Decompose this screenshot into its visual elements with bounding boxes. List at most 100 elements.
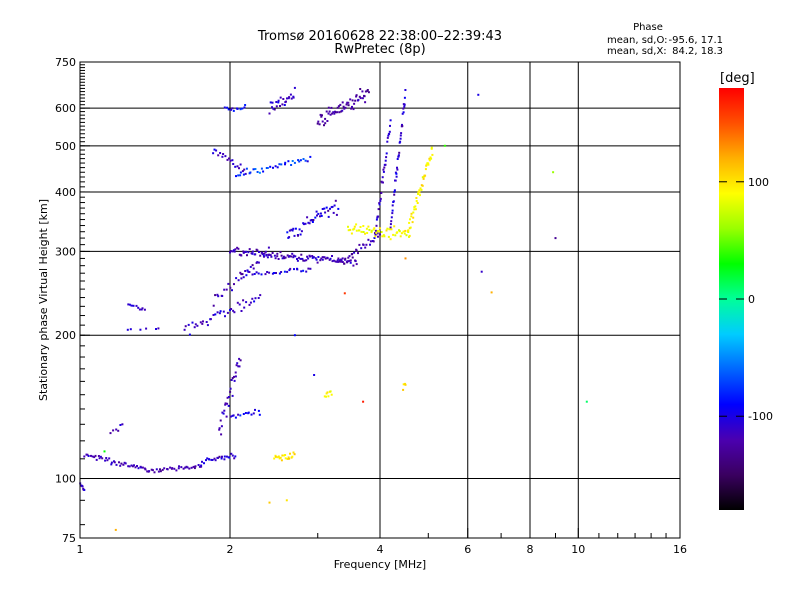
- echo-point: [399, 134, 402, 137]
- echo-point: [292, 256, 295, 259]
- echo-point: [254, 297, 257, 300]
- echo-point: [193, 467, 196, 470]
- echo-point: [297, 234, 299, 237]
- echo-point: [292, 227, 295, 230]
- echo-point: [119, 464, 122, 467]
- echo-point: [237, 365, 240, 368]
- echo-point: [349, 261, 352, 264]
- echo-point: [321, 120, 324, 123]
- echo-point: [282, 98, 285, 100]
- echo-point: [159, 470, 162, 473]
- echo-point: [223, 288, 226, 291]
- echo-point: [205, 321, 208, 323]
- echo-point: [126, 328, 129, 331]
- echo-point: [386, 136, 389, 139]
- echo-point: [260, 251, 263, 254]
- echo-point: [393, 225, 396, 228]
- echo-point: [304, 159, 307, 162]
- echo-point: [283, 270, 286, 273]
- echo-point: [302, 269, 305, 272]
- echo-point: [402, 383, 405, 386]
- echo-point: [351, 99, 354, 102]
- echo-point: [258, 413, 261, 416]
- echo-point: [290, 164, 293, 166]
- echo-point: [259, 254, 262, 257]
- echo-point: [320, 257, 323, 260]
- echo-point: [358, 229, 361, 232]
- echo-point: [361, 97, 364, 100]
- echo-point: [221, 455, 223, 458]
- echo-point: [378, 202, 381, 205]
- echo-point: [319, 113, 322, 116]
- echo-point: [216, 293, 219, 296]
- echo-point: [309, 267, 312, 270]
- echo-point: [266, 256, 269, 259]
- echo-point: [367, 91, 370, 94]
- echo-point: [286, 97, 288, 100]
- echo-point: [391, 212, 394, 215]
- stats-x-values: 84.2, 18.3: [672, 46, 723, 57]
- echo-point: [377, 215, 380, 218]
- echo-point: [418, 189, 421, 192]
- echo-point: [319, 215, 321, 218]
- echo-point: [232, 414, 235, 417]
- echo-point: [396, 158, 399, 160]
- y-axis-label: Stationary phase Virtual Height [km]: [37, 199, 50, 401]
- echo-point: [331, 260, 334, 263]
- echo-point: [360, 230, 363, 233]
- echo-point: [341, 261, 344, 263]
- echo-point: [354, 99, 357, 102]
- echo-point: [360, 247, 363, 250]
- echo-point: [139, 328, 142, 331]
- echo-point: [346, 101, 349, 104]
- echo-point: [321, 256, 324, 259]
- echo-point: [230, 379, 233, 381]
- echo-point: [166, 468, 169, 471]
- echo-point: [227, 282, 230, 285]
- echo-point: [173, 467, 176, 470]
- echo-point: [218, 427, 221, 430]
- echo-point: [248, 271, 251, 273]
- echo-point: [136, 465, 138, 467]
- echo-point: [358, 95, 361, 98]
- echo-point: [298, 160, 301, 163]
- echo-point: [412, 216, 415, 219]
- echo-point: [379, 199, 382, 202]
- echo-point: [301, 257, 304, 260]
- echo-point: [242, 299, 245, 302]
- echo-point: [267, 246, 270, 249]
- echo-point: [193, 326, 196, 329]
- echo-point: [294, 227, 297, 230]
- echo-point: [327, 106, 330, 109]
- colorbar-tick-label: -100: [748, 410, 773, 423]
- echo-point: [98, 457, 101, 460]
- echo-point: [414, 208, 417, 211]
- echo-point: [143, 308, 146, 311]
- echo-point: [258, 251, 260, 253]
- echo-point: [349, 98, 352, 101]
- echo-point: [244, 172, 247, 175]
- echo-point: [81, 485, 84, 488]
- echo-point: [292, 96, 295, 99]
- echo-point: [219, 152, 222, 154]
- echo-point: [307, 257, 310, 260]
- echo-point: [242, 276, 245, 279]
- echo-point: [372, 228, 375, 231]
- echo-point: [355, 95, 358, 98]
- echo-point: [276, 166, 279, 169]
- echo-point: [300, 230, 303, 233]
- echo-point: [129, 328, 132, 331]
- echo-point: [415, 200, 418, 202]
- echo-point: [311, 221, 314, 223]
- echo-point: [229, 286, 232, 289]
- echo-point: [247, 270, 250, 273]
- echo-point: [311, 255, 314, 257]
- echo-point: [201, 460, 203, 463]
- y-tick-label: 500: [55, 140, 76, 153]
- echo-point: [321, 114, 323, 117]
- echo-point: [375, 218, 378, 221]
- echo-point: [157, 470, 160, 473]
- echo-point: [236, 246, 239, 249]
- echo-point: [402, 107, 405, 110]
- echo-point: [306, 216, 309, 219]
